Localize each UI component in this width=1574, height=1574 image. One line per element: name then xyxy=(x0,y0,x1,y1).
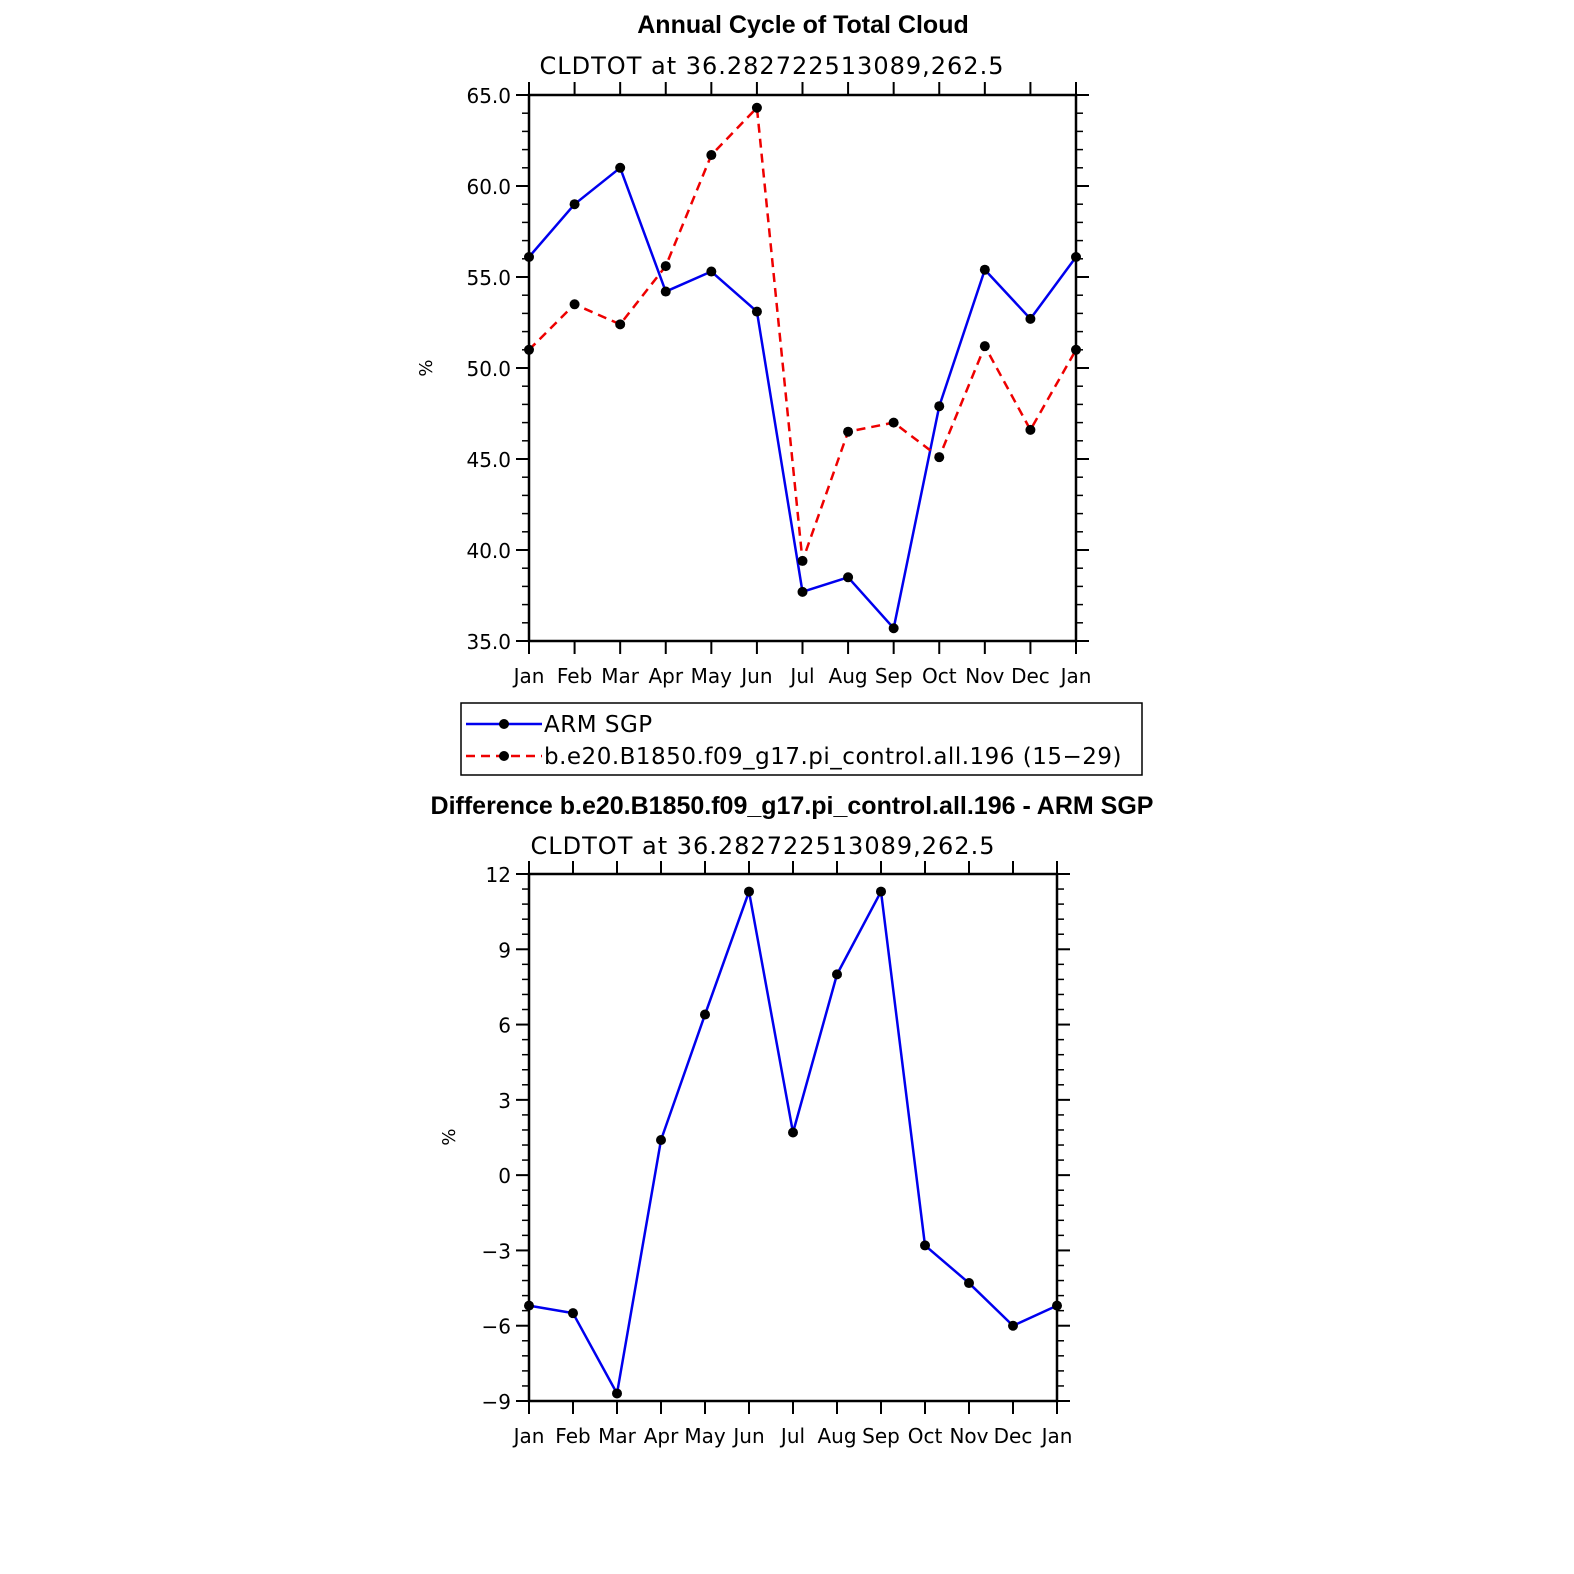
chart2-xtick-label: Jan xyxy=(512,1424,545,1448)
chart1-ytick-label: 35.0 xyxy=(466,630,511,654)
chart1-xtick-label: Jun xyxy=(739,664,772,688)
chart1-series-0-point xyxy=(615,162,626,173)
chart1-xtick-label: Jan xyxy=(512,664,545,688)
chart1-ytick-label: 50.0 xyxy=(466,357,511,381)
chart1-series-1-point xyxy=(615,319,626,330)
chart1-series-1-point xyxy=(751,102,762,113)
chart2-ytick-label: −3 xyxy=(482,1239,511,1263)
chart1-xtick-label: Jan xyxy=(1059,664,1092,688)
chart2-ytick-label: 3 xyxy=(498,1089,511,1113)
chart2-xtick-label: Jan xyxy=(1040,1424,1073,1448)
chart2-series-0-point xyxy=(964,1278,974,1289)
chart1-series-1-point xyxy=(1071,344,1081,355)
chart1-series-0-point xyxy=(1071,251,1081,262)
legend-marker-model xyxy=(499,751,509,761)
chart2-subtitle: CLDTOT at 36.282722513089,262.5 xyxy=(531,832,996,860)
chart1-series-1-point xyxy=(660,261,671,272)
legend-label-arm-sgp: ARM SGP xyxy=(544,712,653,738)
chart1-series-0-point xyxy=(751,306,762,317)
chart2-plot: −9 −6 −3 0 3 6 9 12 Jan Feb Mar Apr May Jun Jul Aug Sep O… xyxy=(482,861,1073,1448)
chart1-series-0-point xyxy=(569,199,580,210)
chart2-ytick-label: 12 xyxy=(486,863,511,887)
chart1-series-0-point xyxy=(797,586,808,597)
chart1-series-1-point xyxy=(569,299,580,310)
chart1-xtick-label: Feb xyxy=(557,664,592,688)
chart2-series-0-point xyxy=(700,1009,710,1020)
chart2-xtick-label: Mar xyxy=(598,1424,637,1448)
chart2-ytick-label: 0 xyxy=(498,1164,511,1188)
chart1-series-1-point xyxy=(1025,424,1036,435)
chart2-series-0-point xyxy=(1008,1320,1018,1331)
chart2-series-0-point xyxy=(876,886,886,897)
chart1-legend: ARM SGP b.e20.B1850.f09_g17.pi_control.a… xyxy=(460,702,1143,776)
chart1-series-0-point xyxy=(934,401,945,412)
chart2-series-0-point xyxy=(568,1308,578,1319)
chart2-series-0-point xyxy=(656,1135,666,1146)
chart1-series-1-point xyxy=(888,417,899,428)
chart2-xtick-label: Nov xyxy=(949,1424,988,1448)
chart1-series-0-point xyxy=(706,266,717,277)
chart1-series-1-point xyxy=(934,452,945,463)
chart1-subtitle: CLDTOT at 36.282722513089,262.5 xyxy=(540,52,1005,80)
chart1-xtick-label: Aug xyxy=(829,664,868,688)
chart2-series-0-point xyxy=(744,886,754,897)
chart1-series-1-point xyxy=(524,344,534,355)
chart2-xtick-label: Feb xyxy=(555,1424,590,1448)
chart2-xtick-label: Sep xyxy=(862,1424,900,1448)
chart2-xtick-label: May xyxy=(684,1424,726,1448)
chart1-series-0-point xyxy=(888,623,899,634)
chart1-ytick-label: 60.0 xyxy=(466,175,511,199)
chart1-xtick-label: Nov xyxy=(965,664,1004,688)
chart2-series-line-0 xyxy=(528,890,1058,1395)
chart2-series-0-point xyxy=(1052,1300,1062,1311)
chart1-series-0-point xyxy=(979,264,990,275)
chart1-series-1-point xyxy=(706,150,717,161)
chart1-series-1-point xyxy=(797,555,808,566)
chart2-series-0-point xyxy=(612,1388,622,1399)
legend-label-model: b.e20.B1850.f09_g17.pi_control.all.196 (… xyxy=(544,744,1122,770)
chart1-xtick-label: Jul xyxy=(788,664,814,688)
chart2-xtick-label: Jul xyxy=(779,1424,805,1448)
chart2-series-0-point xyxy=(832,969,842,980)
chart2-xtick-label: Oct xyxy=(908,1424,943,1448)
chart1-xtick-label: May xyxy=(691,664,733,688)
chart1-xtick-label: Mar xyxy=(601,664,640,688)
chart1-series-0-point xyxy=(524,251,534,262)
chart2-xtick-label: Apr xyxy=(644,1424,679,1448)
chart2-xtick-label: Jun xyxy=(731,1424,764,1448)
chart2-series-0-point xyxy=(920,1240,930,1251)
chart1-xtick-label: Sep xyxy=(875,664,913,688)
chart1-title: Annual Cycle of Total Cloud xyxy=(637,11,968,39)
chart1-ytick-label: 55.0 xyxy=(466,266,511,290)
chart2-series-0-point xyxy=(788,1127,798,1138)
chart1-xtick-label: Oct xyxy=(922,664,957,688)
legend-box xyxy=(460,702,1143,776)
legend-marker-arm-sgp xyxy=(499,719,509,729)
chart1-ytick-label: 65.0 xyxy=(466,84,511,108)
chart1-ylabel: % xyxy=(416,359,437,376)
chart2-frame xyxy=(527,872,1059,1403)
chart1-series-1-point xyxy=(979,341,990,352)
chart1-series-0-point xyxy=(843,572,854,583)
chart2-xtick-label: Aug xyxy=(817,1424,856,1448)
chart1-xtick-label: Dec xyxy=(1011,664,1050,688)
chart1-series-0-point xyxy=(660,286,671,297)
chart1-xtick-label: Apr xyxy=(648,664,683,688)
chart2-ytick-label: 9 xyxy=(498,938,511,962)
chart1-series-0-point xyxy=(1025,313,1036,324)
chart2-series-0-point xyxy=(524,1300,534,1311)
chart2-ytick-label: −9 xyxy=(482,1390,511,1414)
chart2-xtick-label: Dec xyxy=(994,1424,1033,1448)
chart2-ytick-label: 6 xyxy=(498,1014,511,1038)
chart1-series-1-point xyxy=(843,426,854,437)
chart2-ytick-label: −6 xyxy=(482,1315,511,1339)
chart1-ytick-label: 40.0 xyxy=(466,539,511,563)
chart1-plot: 35.0 40.0 45.0 50.0 55.0 60.0 65.0 Jan Feb Mar Apr… xyxy=(466,82,1091,688)
chart2-ylabel: % xyxy=(439,1128,460,1145)
chart1-ytick-label: 45.0 xyxy=(466,448,511,472)
chart2-title: Difference b.e20.B1850.f09_g17.pi_contro… xyxy=(431,792,1154,820)
